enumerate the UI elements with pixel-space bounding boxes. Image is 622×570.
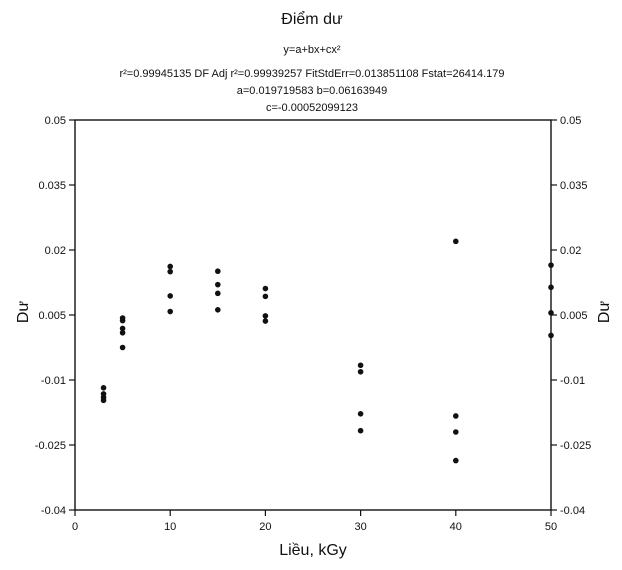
data-point [262, 293, 269, 300]
data-point [357, 368, 364, 375]
x-tick-label: 30 [354, 521, 366, 533]
y-left-tick-label: 0.035 [38, 180, 66, 192]
data-point [357, 411, 364, 417]
y-right-tick-label: 0.02 [560, 245, 581, 257]
data-point [453, 238, 459, 245]
chart-title: Điểm dư [281, 10, 343, 28]
data-point [119, 329, 126, 336]
data-point [453, 457, 459, 464]
data-point [262, 313, 269, 319]
data-point [119, 344, 126, 351]
y-right-tick-label: 0.05 [560, 115, 581, 127]
x-axis-label: Liều, kGy [279, 542, 347, 559]
data-point [215, 268, 221, 275]
y-left-tick-label: 0.005 [38, 310, 66, 322]
y-left-tick-label: 0.02 [45, 245, 66, 257]
data-point [167, 263, 173, 270]
y-axis-label-left: Dư [15, 301, 32, 324]
data-point [215, 307, 221, 313]
x-tick-label: 0 [72, 521, 78, 533]
data-point [119, 325, 126, 332]
data-point [262, 285, 269, 292]
y-left-tick-label: -0.025 [35, 440, 66, 452]
x-tick-label: 40 [450, 521, 462, 533]
y-right-tick-label: -0.025 [560, 440, 591, 452]
y-left-ticks: 0.05 0.035 0.02 0.005 -0.01 -0.025 -0.04 [35, 115, 75, 517]
x-tick-label: 20 [259, 521, 271, 533]
y-right-tick-label: -0.01 [560, 375, 585, 387]
y-right-ticks: 0.05 0.035 0.02 0.005 -0.01 -0.025 -0.04 [551, 115, 591, 517]
equation-line-4: c=-0.00052099123 [266, 102, 358, 114]
points-layer [100, 238, 554, 464]
data-point [453, 429, 459, 435]
data-point [453, 413, 459, 419]
data-point [215, 281, 221, 288]
y-right-tick-label: 0.005 [560, 310, 588, 322]
y-axis-label-right: Dư [596, 301, 613, 324]
data-point [100, 385, 107, 391]
data-point [100, 397, 107, 404]
data-point [548, 284, 554, 291]
data-point [357, 362, 364, 369]
data-point [262, 318, 269, 324]
x-ticks: 0 10 20 30 40 50 [72, 510, 557, 533]
data-point [119, 315, 126, 321]
y-left-tick-label: -0.01 [41, 375, 66, 387]
plot-frame [74, 119, 552, 511]
x-tick-label: 50 [545, 521, 557, 533]
equation-line-3: a=0.019719583 b=0.06163949 [237, 85, 388, 97]
equation-line-2: r²=0.99945135 DF Adj r²=0.99939257 FitSt… [119, 68, 504, 80]
data-point [167, 293, 173, 299]
y-right-tick-label: -0.04 [560, 505, 585, 517]
data-point [167, 268, 173, 275]
data-point [215, 290, 221, 297]
x-tick-label: 10 [164, 521, 176, 533]
data-point [548, 332, 554, 339]
y-left-tick-label: 0.05 [45, 115, 66, 127]
data-point [548, 310, 554, 316]
y-left-tick-label: -0.04 [41, 505, 66, 517]
y-right-tick-label: 0.035 [560, 180, 588, 192]
equation-line-1: y=a+bx+cx² [283, 44, 341, 56]
data-point [548, 262, 554, 268]
data-point [357, 427, 364, 434]
data-point [167, 308, 173, 315]
